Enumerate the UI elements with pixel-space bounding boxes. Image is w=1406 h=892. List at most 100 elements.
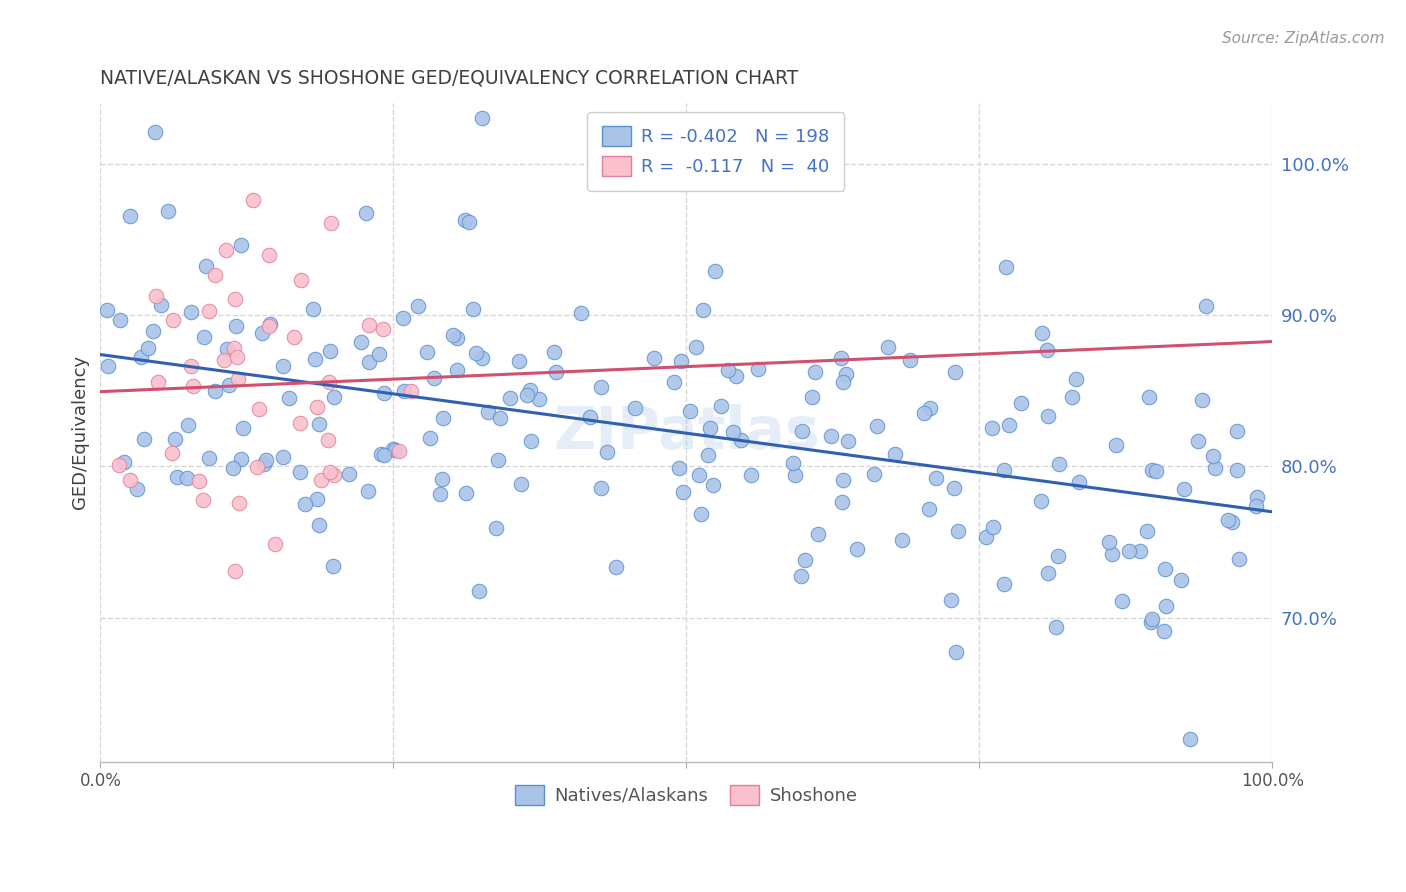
Point	[120, 209, 142, 223]
Point	[941, 592, 963, 607]
Point	[180, 359, 202, 373]
Point	[225, 350, 247, 364]
Point	[725, 369, 748, 384]
Point	[877, 340, 900, 354]
Point	[1226, 463, 1249, 477]
Point	[371, 322, 394, 336]
Point	[307, 401, 329, 415]
Point	[257, 247, 280, 261]
Point	[544, 365, 567, 379]
Point	[271, 359, 294, 373]
Point	[263, 536, 285, 550]
Point	[229, 451, 252, 466]
Point	[1229, 551, 1251, 566]
Point	[1187, 434, 1209, 449]
Point	[322, 559, 344, 574]
Point	[254, 453, 277, 467]
Point	[432, 410, 454, 425]
Point	[643, 351, 665, 366]
Point	[359, 318, 381, 332]
Point	[454, 213, 477, 227]
Point	[191, 493, 214, 508]
Point	[569, 305, 592, 319]
Point	[519, 383, 541, 397]
Text: ZIPatlas: ZIPatlas	[553, 404, 820, 461]
Point	[177, 418, 200, 433]
Point	[96, 303, 118, 318]
Point	[831, 473, 853, 487]
Point	[446, 363, 468, 377]
Point	[486, 452, 509, 467]
Point	[1036, 409, 1059, 423]
Point	[595, 444, 617, 458]
Point	[543, 345, 565, 359]
Point	[215, 243, 238, 257]
Point	[981, 421, 1004, 435]
Point	[1153, 624, 1175, 638]
Point	[591, 481, 613, 495]
Point	[1204, 461, 1226, 475]
Point	[250, 326, 273, 341]
Point	[454, 486, 477, 500]
Point	[271, 450, 294, 464]
Point	[457, 215, 479, 229]
Point	[1111, 594, 1133, 608]
Point	[198, 303, 221, 318]
Point	[142, 324, 165, 338]
Point	[145, 289, 167, 303]
Point	[97, 359, 120, 373]
Point	[283, 330, 305, 344]
Point	[1129, 543, 1152, 558]
Point	[837, 434, 859, 448]
Point	[188, 474, 211, 488]
Point	[357, 355, 380, 369]
Point	[1060, 390, 1083, 404]
Point	[290, 465, 312, 479]
Point	[108, 313, 131, 327]
Point	[662, 376, 685, 390]
Point	[229, 237, 252, 252]
Point	[257, 319, 280, 334]
Point	[305, 492, 328, 507]
Point	[790, 569, 813, 583]
Point	[423, 370, 446, 384]
Point	[981, 520, 1004, 534]
Point	[942, 481, 965, 495]
Point	[672, 484, 695, 499]
Point	[945, 645, 967, 659]
Point	[1173, 482, 1195, 496]
Point	[322, 467, 344, 482]
Point	[392, 384, 415, 398]
Point	[730, 433, 752, 447]
Point	[704, 264, 727, 278]
Point	[866, 419, 889, 434]
Point	[288, 417, 311, 431]
Point	[114, 455, 136, 469]
Point	[193, 330, 215, 344]
Point	[290, 273, 312, 287]
Point	[692, 302, 714, 317]
Point	[195, 259, 218, 273]
Point	[508, 353, 530, 368]
Point	[222, 460, 245, 475]
Point	[127, 482, 149, 496]
Point	[465, 346, 488, 360]
Point	[688, 467, 710, 482]
Point	[302, 301, 325, 316]
Point	[304, 351, 326, 366]
Point	[678, 404, 700, 418]
Point	[350, 334, 373, 349]
Point	[710, 399, 733, 413]
Text: Source: ZipAtlas.com: Source: ZipAtlas.com	[1222, 31, 1385, 46]
Point	[1045, 620, 1067, 634]
Point	[470, 351, 492, 365]
Point	[259, 317, 281, 331]
Point	[783, 468, 806, 483]
Point	[1140, 612, 1163, 626]
Point	[253, 457, 276, 471]
Point	[367, 347, 389, 361]
Point	[1178, 732, 1201, 747]
Point	[132, 432, 155, 446]
Text: NATIVE/ALASKAN VS SHOSHONE GED/EQUIVALENCY CORRELATION CHART: NATIVE/ALASKAN VS SHOSHONE GED/EQUIVALEN…	[100, 69, 799, 87]
Point	[993, 576, 1015, 591]
